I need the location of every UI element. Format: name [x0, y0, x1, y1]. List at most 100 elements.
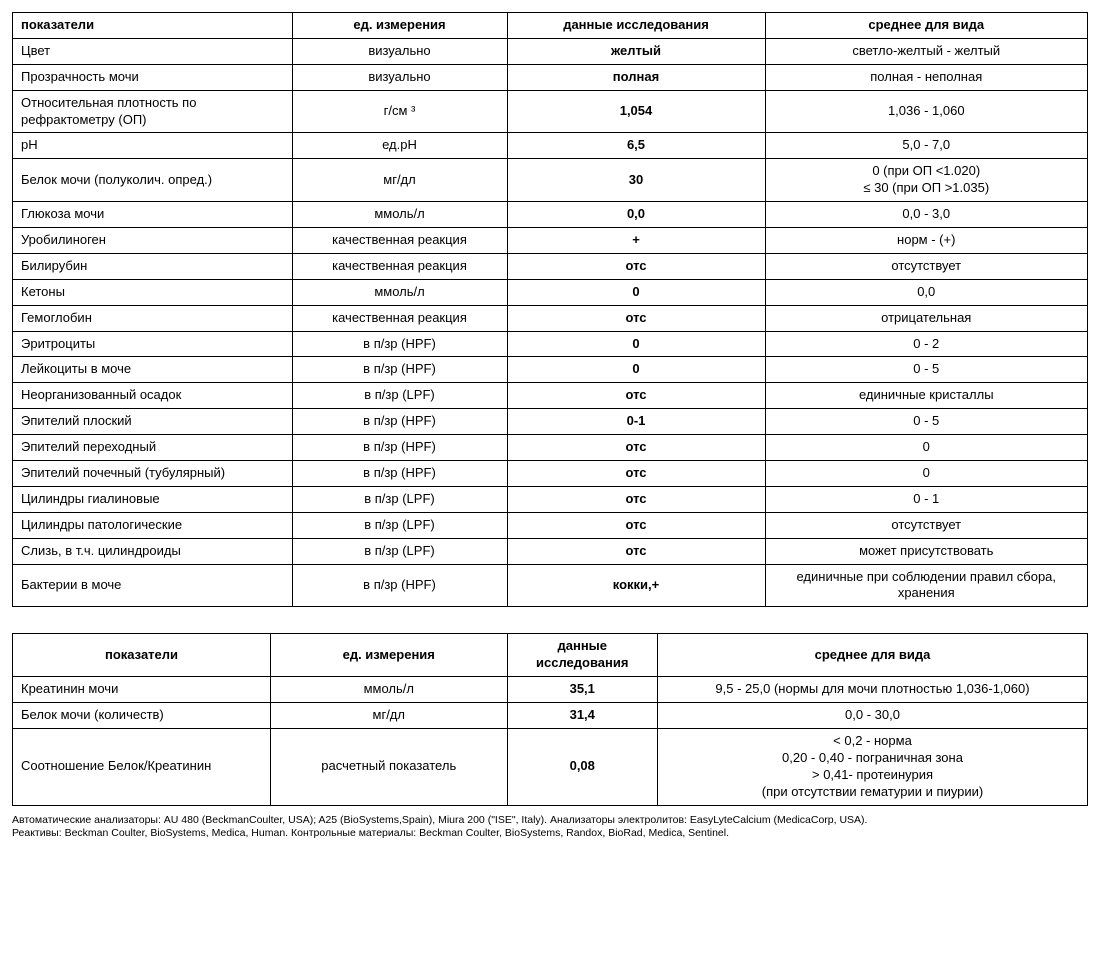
- table-row: Билирубинкачественная реакцияотсотсутств…: [13, 253, 1088, 279]
- cell-reference: 5,0 - 7,0: [765, 133, 1088, 159]
- table-row: Цветвизуальножелтыйсветло-желтый - желты…: [13, 38, 1088, 64]
- cell-result: отс: [507, 461, 765, 487]
- cell-unit: в п/зр (HPF): [292, 461, 507, 487]
- cell-reference: 0,0 - 30,0: [658, 703, 1088, 729]
- cell-result: +: [507, 228, 765, 254]
- cell-indicator: Белок мочи (полуколич. опред.): [13, 159, 293, 202]
- urinalysis-table-ratio: показатели ед. измерения данные исследов…: [12, 633, 1088, 805]
- cell-unit: в п/зр (HPF): [292, 357, 507, 383]
- table-row: Эпителий плоскийв п/зр (HPF)0-10 - 5: [13, 409, 1088, 435]
- cell-indicator: Эритроциты: [13, 331, 293, 357]
- cell-result: отс: [507, 486, 765, 512]
- table-row: Белок мочи (количеств)мг/дл31,40,0 - 30,…: [13, 703, 1088, 729]
- cell-result: 0-1: [507, 409, 765, 435]
- cell-indicator: Билирубин: [13, 253, 293, 279]
- cell-unit: мг/дл: [292, 159, 507, 202]
- cell-unit: ммоль/л: [271, 677, 508, 703]
- cell-indicator: Белок мочи (количеств): [13, 703, 271, 729]
- cell-result: отс: [507, 435, 765, 461]
- cell-result: 0,08: [507, 728, 658, 805]
- cell-result: отс: [507, 512, 765, 538]
- table-row: Эпителий почечный (тубулярный)в п/зр (HP…: [13, 461, 1088, 487]
- cell-indicator: Относительная плотность по рефрактометру…: [13, 90, 293, 133]
- col-header-result: данные исследования: [507, 13, 765, 39]
- cell-reference: 0: [765, 435, 1088, 461]
- col-header-indicator: показатели: [13, 634, 271, 677]
- cell-result: 6,5: [507, 133, 765, 159]
- cell-reference: 9,5 - 25,0 (нормы для мочи плотностью 1,…: [658, 677, 1088, 703]
- table-row: Бактерии в мочев п/зр (HPF)кокки,+единич…: [13, 564, 1088, 607]
- analyzers-footnote: Автоматические анализаторы: AU 480 (Beck…: [12, 814, 1088, 841]
- cell-reference: отрицательная: [765, 305, 1088, 331]
- table-row: Креатинин мочиммоль/л35,19,5 - 25,0 (нор…: [13, 677, 1088, 703]
- cell-reference: 0 (при ОП <1.020)≤ 30 (при ОП >1.035): [765, 159, 1088, 202]
- col-header-reference: среднее для вида: [765, 13, 1088, 39]
- col-header-unit: ед. измерения: [292, 13, 507, 39]
- cell-unit: мг/дл: [271, 703, 508, 729]
- cell-result: 0: [507, 279, 765, 305]
- cell-unit: в п/зр (LPF): [292, 486, 507, 512]
- table-row: Слизь, в т.ч. цилиндроидыв п/зр (LPF)отс…: [13, 538, 1088, 564]
- table-row: Цилиндры гиалиновыев п/зр (LPF)отс0 - 1: [13, 486, 1088, 512]
- cell-indicator: Цилиндры гиалиновые: [13, 486, 293, 512]
- cell-unit: расчетный показатель: [271, 728, 508, 805]
- cell-result: желтый: [507, 38, 765, 64]
- cell-result: 0: [507, 331, 765, 357]
- cell-indicator: Эпителий почечный (тубулярный): [13, 461, 293, 487]
- cell-result: отс: [507, 383, 765, 409]
- cell-indicator: Эпителий плоский: [13, 409, 293, 435]
- cell-unit: г/см ³: [292, 90, 507, 133]
- col-header-unit: ед. измерения: [271, 634, 508, 677]
- cell-indicator: Лейкоциты в моче: [13, 357, 293, 383]
- cell-reference: норм - (+): [765, 228, 1088, 254]
- cell-unit: визуально: [292, 64, 507, 90]
- cell-indicator: pH: [13, 133, 293, 159]
- col-header-result: данные исследования: [507, 634, 658, 677]
- cell-result: 35,1: [507, 677, 658, 703]
- cell-indicator: Слизь, в т.ч. цилиндроиды: [13, 538, 293, 564]
- cell-reference: светло-желтый - желтый: [765, 38, 1088, 64]
- cell-indicator: Цилиндры патологические: [13, 512, 293, 538]
- cell-result: отс: [507, 253, 765, 279]
- table-header-row: показатели ед. измерения данные исследов…: [13, 13, 1088, 39]
- cell-indicator: Прозрачность мочи: [13, 64, 293, 90]
- cell-indicator: Соотношение Белок/Креатинин: [13, 728, 271, 805]
- cell-unit: в п/зр (HPF): [292, 331, 507, 357]
- table-row: Цилиндры патологическиев п/зр (LPF)отсот…: [13, 512, 1088, 538]
- table-row: Гемоглобинкачественная реакцияотсотрицат…: [13, 305, 1088, 331]
- table-row: pHед.pH6,55,0 - 7,0: [13, 133, 1088, 159]
- cell-reference: 0 - 5: [765, 409, 1088, 435]
- cell-result: 0,0: [507, 202, 765, 228]
- cell-indicator: Цвет: [13, 38, 293, 64]
- table-header-row: показатели ед. измерения данные исследов…: [13, 634, 1088, 677]
- cell-reference: 0,0 - 3,0: [765, 202, 1088, 228]
- cell-result: 1,054: [507, 90, 765, 133]
- cell-unit: в п/зр (HPF): [292, 409, 507, 435]
- cell-result: 31,4: [507, 703, 658, 729]
- table-row: Глюкоза мочиммоль/л0,00,0 - 3,0: [13, 202, 1088, 228]
- urinalysis-table-main: показатели ед. измерения данные исследов…: [12, 12, 1088, 607]
- cell-indicator: Кетоны: [13, 279, 293, 305]
- table-row: Прозрачность мочивизуальнополнаяполная -…: [13, 64, 1088, 90]
- cell-result: полная: [507, 64, 765, 90]
- cell-unit: в п/зр (LPF): [292, 512, 507, 538]
- cell-unit: качественная реакция: [292, 305, 507, 331]
- cell-reference: < 0,2 - норма0,20 - 0,40 - пограничная з…: [658, 728, 1088, 805]
- cell-unit: ед.pH: [292, 133, 507, 159]
- table-row: Эритроцитыв п/зр (HPF)00 - 2: [13, 331, 1088, 357]
- table-row: Лейкоциты в мочев п/зр (HPF)00 - 5: [13, 357, 1088, 383]
- cell-reference: 0,0: [765, 279, 1088, 305]
- cell-unit: в п/зр (HPF): [292, 564, 507, 607]
- col-header-reference: среднее для вида: [658, 634, 1088, 677]
- col-header-indicator: показатели: [13, 13, 293, 39]
- cell-unit: в п/зр (HPF): [292, 435, 507, 461]
- cell-unit: качественная реакция: [292, 253, 507, 279]
- cell-indicator: Бактерии в моче: [13, 564, 293, 607]
- cell-result: 30: [507, 159, 765, 202]
- cell-result: отс: [507, 305, 765, 331]
- table-row: Кетоныммоль/л00,0: [13, 279, 1088, 305]
- table-row: Эпителий переходныйв п/зр (HPF)отс0: [13, 435, 1088, 461]
- cell-result: отс: [507, 538, 765, 564]
- cell-reference: может присутствовать: [765, 538, 1088, 564]
- cell-unit: в п/зр (LPF): [292, 538, 507, 564]
